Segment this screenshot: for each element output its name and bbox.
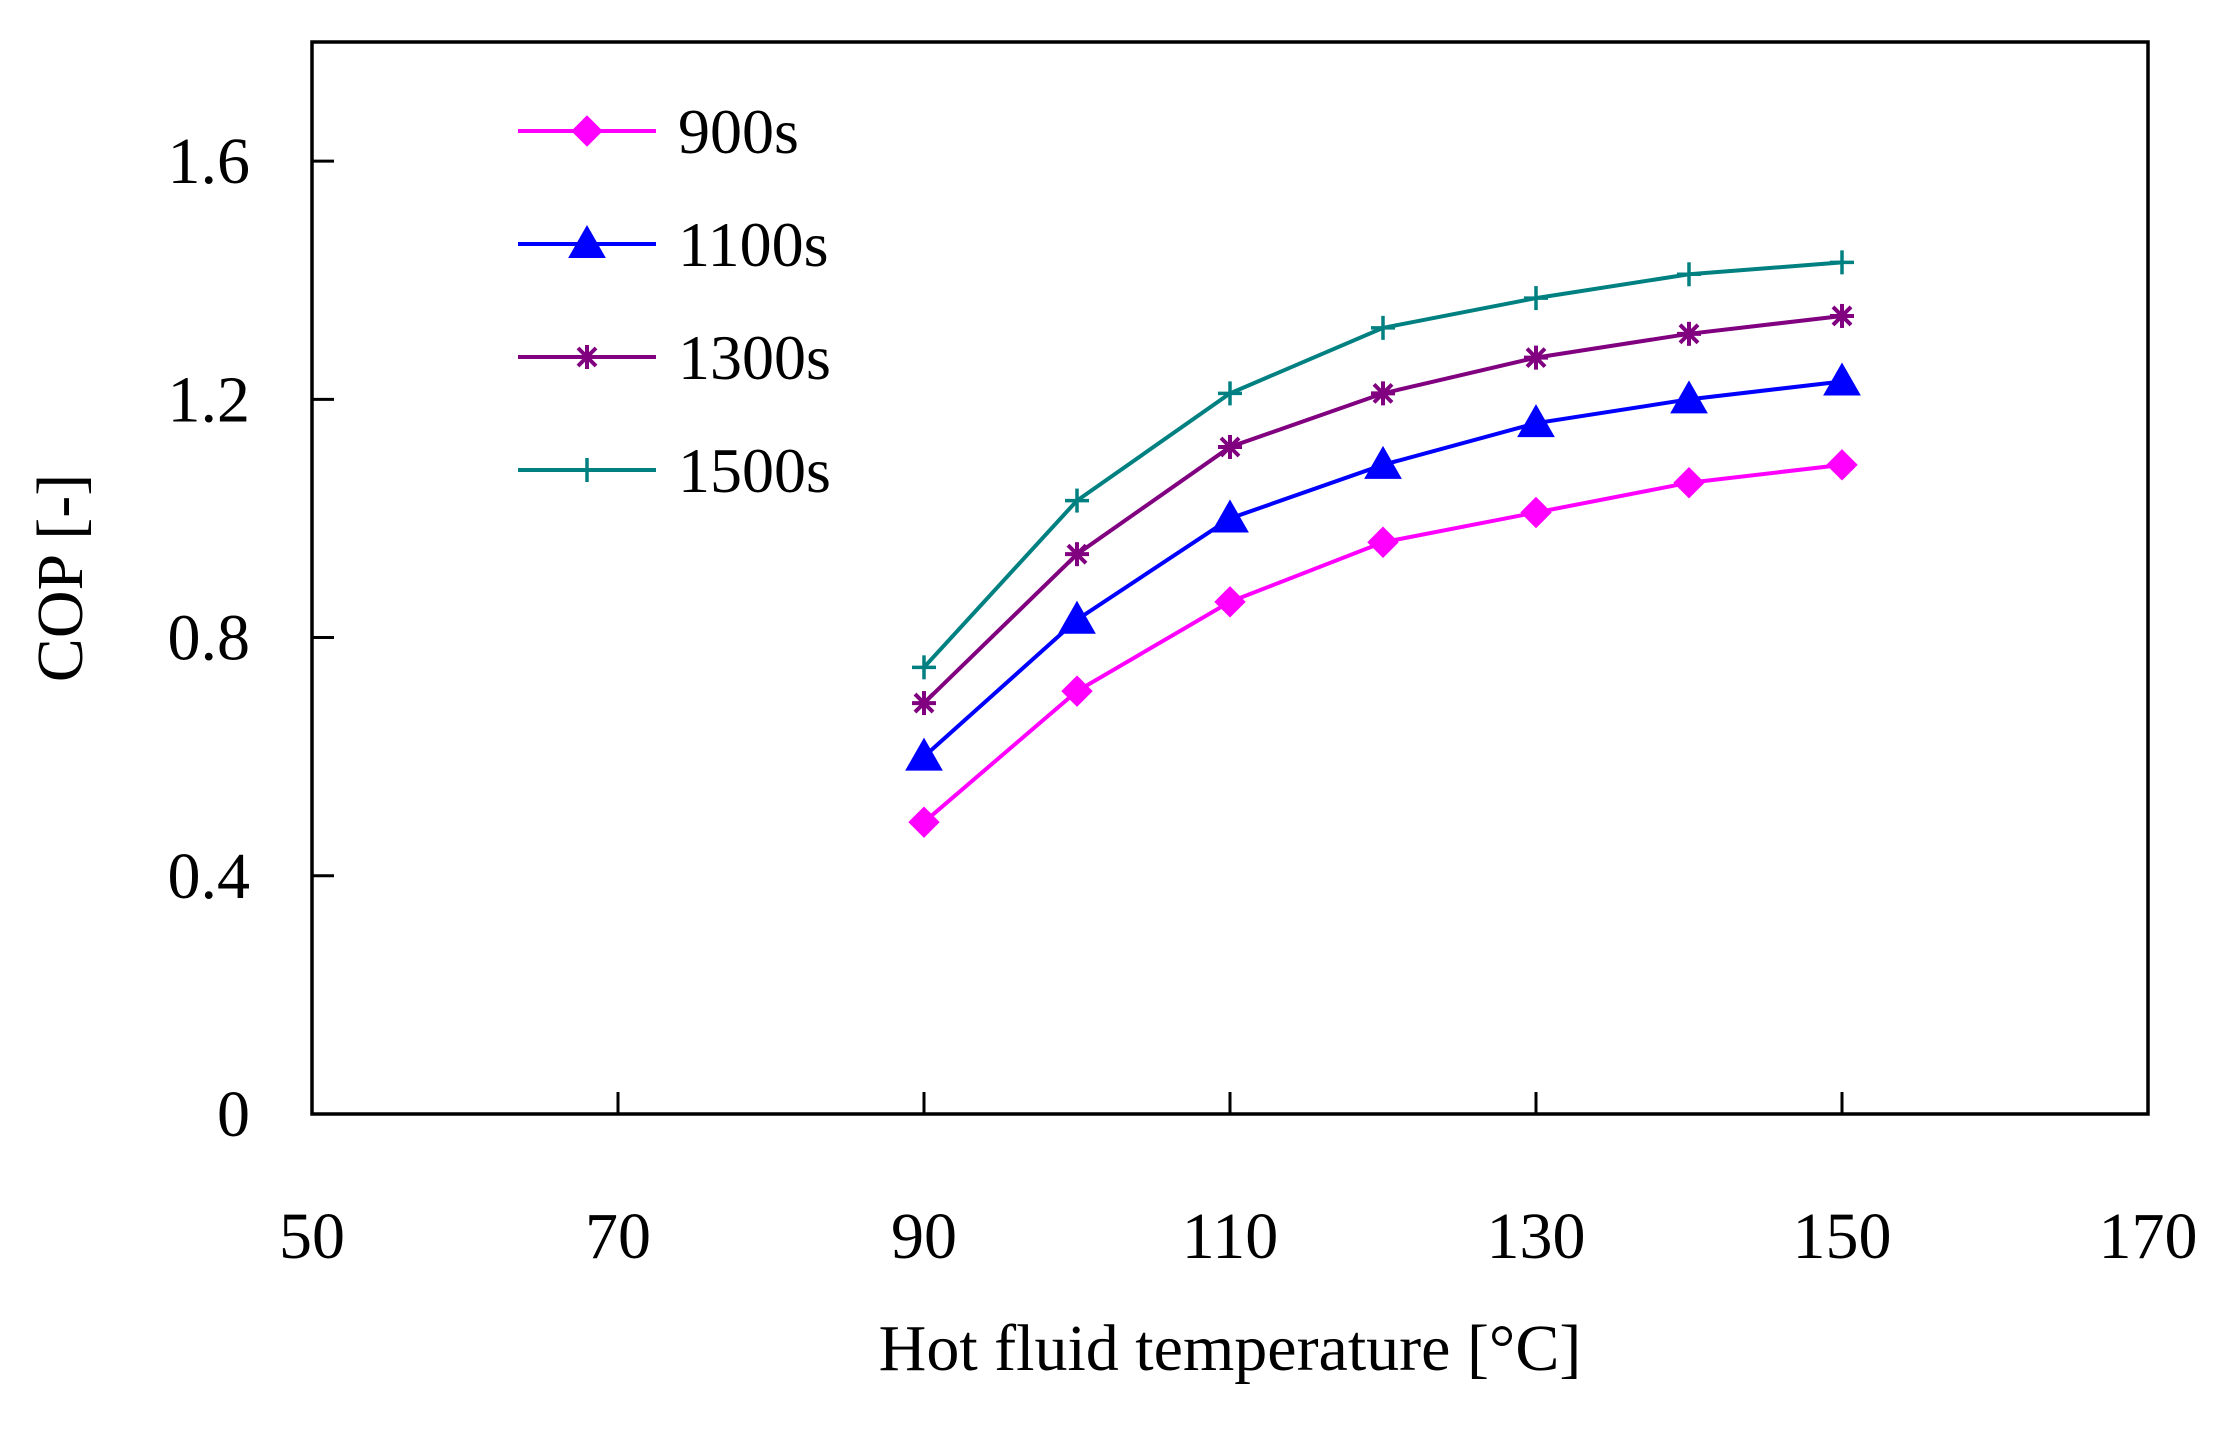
legend-label-1300s: 1300s [678, 322, 831, 393]
y-tick-label-1.2: 1.2 [168, 363, 251, 436]
data-point-1300s-120 [1371, 381, 1395, 406]
data-point-900s-120 [1367, 526, 1399, 558]
x-tick-label-70: 70 [585, 1200, 651, 1273]
data-point-1100s-150 [1823, 362, 1861, 396]
legend-label-1100s: 1100s [678, 209, 829, 280]
x-axis-label: Hot fluid temperature [°C] [879, 1312, 1582, 1385]
legend-label-900s: 900s [678, 96, 799, 167]
series-1100s [905, 362, 1861, 771]
data-point-1300s-100 [1065, 542, 1089, 567]
data-point-1500s-90 [912, 655, 936, 680]
legend-marker-1300s [575, 345, 599, 369]
legend-marker-1100s [568, 224, 606, 258]
data-point-1100s-110 [1211, 499, 1249, 533]
data-point-1100s-130 [1517, 404, 1555, 438]
legend: 900s 1100s 1300s 1500s [518, 96, 831, 506]
x-tick-label-110: 110 [1182, 1200, 1279, 1273]
series-900s [908, 449, 1858, 838]
data-point-1500s-100 [1065, 488, 1089, 513]
legend-marker-900s [571, 115, 603, 147]
data-point-1100s-90 [905, 737, 943, 771]
x-tick-label-50: 50 [279, 1200, 345, 1273]
data-point-1100s-100 [1058, 600, 1096, 634]
legend-marker-1500s [575, 458, 599, 482]
data-point-1300s-140 [1677, 321, 1701, 346]
data-point-1300s-130 [1524, 345, 1548, 370]
data-point-1500s-150 [1830, 250, 1854, 275]
data-point-900s-110 [1214, 586, 1246, 618]
data-point-1500s-140 [1677, 262, 1701, 287]
data-point-1500s-130 [1524, 286, 1548, 311]
y-tick-label-0.4: 0.4 [168, 840, 251, 913]
data-point-1300s-110 [1218, 434, 1242, 459]
y-tick-label-0: 0 [217, 1078, 250, 1151]
data-point-900s-90 [908, 806, 940, 838]
series-layer [905, 250, 1861, 838]
data-point-1500s-110 [1218, 381, 1242, 406]
data-point-900s-130 [1520, 496, 1552, 529]
data-point-1100s-140 [1670, 380, 1708, 414]
series-line-1300s [922, 313, 1843, 705]
y-axis-label: COP [-] [24, 474, 97, 682]
legend-item-1100s: 1100s [518, 209, 829, 280]
legend-item-1300s: 1300s [518, 322, 831, 393]
legend-label-1500s: 1500s [678, 435, 831, 506]
axes-layer: 50 70 90 110 130 150 170 0 0.4 0.8 1.2 1.6 [168, 125, 2198, 1273]
x-tick-label-170: 170 [2099, 1200, 2198, 1273]
plot-frame [310, 40, 2150, 1116]
x-tick-label-150: 150 [1793, 1200, 1892, 1273]
series-1300s [912, 303, 1854, 716]
y-tick-label-0.8: 0.8 [168, 602, 251, 675]
data-point-1300s-150 [1830, 303, 1854, 328]
legend-item-900s: 900s [518, 96, 799, 167]
data-point-900s-100 [1061, 675, 1093, 707]
x-tick-label-130: 130 [1487, 1200, 1586, 1273]
series-1500s [912, 250, 1854, 680]
data-point-1300s-90 [912, 691, 936, 716]
data-point-900s-150 [1826, 449, 1858, 481]
x-tick-label-90: 90 [891, 1200, 957, 1273]
data-point-1100s-120 [1364, 445, 1402, 479]
data-point-1500s-120 [1371, 315, 1395, 340]
legend-item-1500s: 1500s [518, 435, 831, 506]
y-tick-label-1.6: 1.6 [168, 125, 251, 198]
data-point-900s-140 [1673, 467, 1705, 499]
